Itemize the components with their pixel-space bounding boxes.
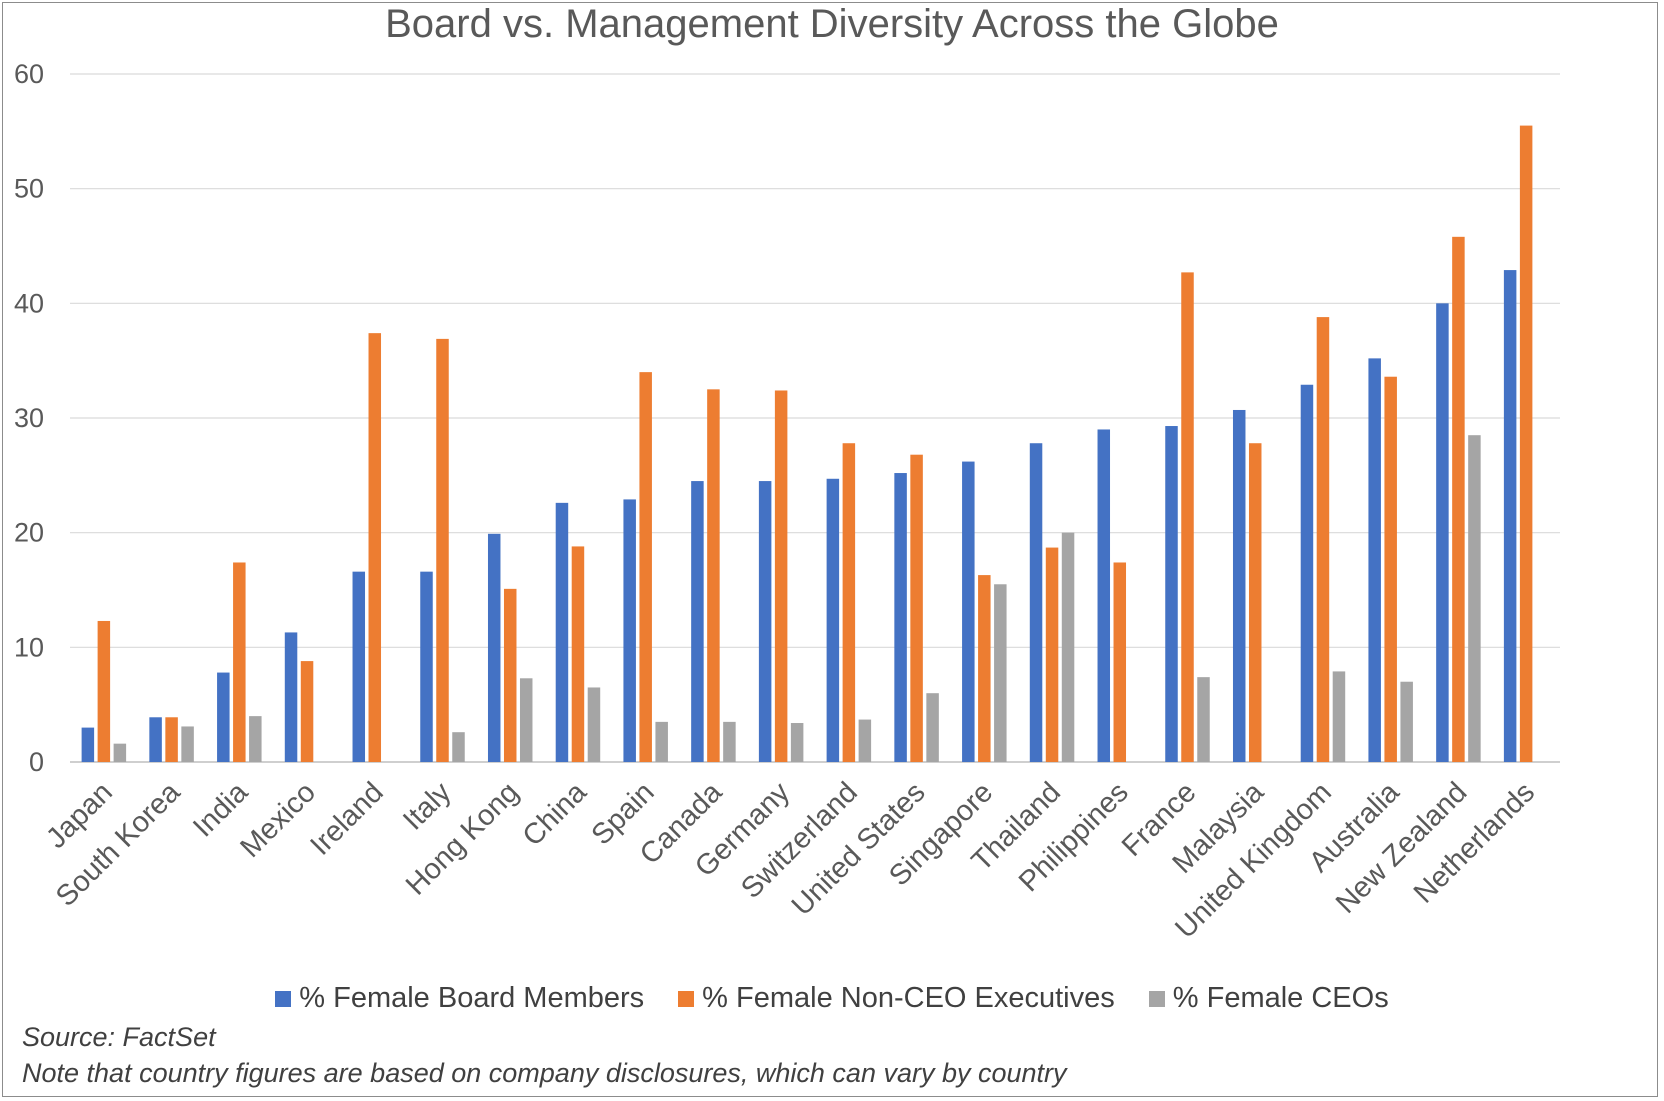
bar-ceo-australia (1400, 681, 1413, 762)
bar-board-mexico (284, 632, 298, 762)
x-tick-label: China (517, 776, 594, 853)
bar-exec-singapore (978, 575, 991, 762)
bar-ceo-singapore (994, 584, 1007, 762)
bar-exec-australia (1384, 376, 1397, 762)
bar-ceo-hong-kong (519, 678, 533, 762)
bar-exec-united-states (910, 454, 923, 762)
bar-exec-new-zealand (1452, 236, 1465, 762)
bar-ceo-germany (790, 723, 804, 762)
bar-board-ireland (352, 571, 366, 762)
legend-item: % Female Non-CEO Executives (678, 982, 1115, 1015)
y-tick-label: 0 (29, 747, 44, 777)
x-tick-label: Ireland (304, 776, 389, 861)
x-tick-label: Mexico (234, 776, 322, 864)
legend: % Female Board Members % Female Non-CEO E… (0, 982, 1664, 1015)
bar-exec-united-kingdom (1316, 317, 1330, 762)
bar-exec-malaysia (1248, 443, 1262, 762)
y-tick-label: 50 (14, 174, 44, 204)
bar-board-japan (81, 727, 95, 762)
disclosure-note: Note that country figures are based on c… (22, 1058, 1067, 1088)
bar-ceo-canada (723, 721, 736, 762)
bar-board-malaysia (1232, 409, 1246, 762)
bar-ceo-india (249, 716, 262, 762)
bar-exec-ireland (368, 333, 382, 762)
legend-label: % Female Non-CEO Executives (702, 982, 1115, 1014)
y-axis-ticks: 0 10 20 30 40 50 60 (14, 59, 44, 777)
bar-ceo-thailand (1061, 532, 1075, 762)
bar-exec-canada (707, 389, 720, 762)
y-tick-label: 60 (14, 59, 44, 89)
y-tick-label: 40 (14, 288, 44, 318)
bar-ceo-united-kingdom (1332, 671, 1346, 762)
bar-ceo-japan (113, 743, 127, 762)
bar-board-china (555, 502, 569, 762)
bar-board-singapore (962, 461, 975, 762)
bar-ceo-united-states (926, 693, 939, 762)
bar-ceo-spain (655, 721, 668, 762)
legend-label: % Female CEOs (1172, 982, 1389, 1014)
y-tick-label: 20 (14, 518, 44, 548)
bar-exec-germany (774, 390, 788, 762)
bar-exec-india (233, 562, 246, 762)
bar-board-new-zealand (1436, 303, 1449, 762)
bar-board-netherlands (1503, 270, 1517, 762)
bar-ceo-italy (452, 732, 465, 762)
bar-exec-mexico (300, 661, 314, 762)
legend-label: % Female Board Members (299, 982, 645, 1014)
bar-board-philippines (1097, 429, 1111, 762)
bar-exec-philippines (1113, 562, 1127, 762)
source-note: Source: FactSet (22, 1022, 216, 1052)
bar-board-hong-kong (487, 533, 501, 762)
bar-ceo-new-zealand (1468, 435, 1481, 762)
bar-board-australia (1368, 358, 1381, 762)
bar-board-canada (691, 481, 704, 762)
bar-board-italy (420, 571, 433, 762)
bar-board-united-kingdom (1300, 384, 1314, 762)
bar-board-france (1165, 426, 1178, 762)
bar-exec-netherlands (1519, 125, 1533, 763)
bar-board-switzerland (826, 478, 840, 762)
bar-ceo-france (1197, 677, 1210, 762)
bar-ceo-switzerland (858, 719, 872, 762)
bar-exec-france (1181, 272, 1194, 762)
bar-board-united-states (894, 473, 907, 762)
bar-exec-south-korea (165, 717, 178, 762)
bar-exec-china (571, 546, 585, 762)
bar-board-india (217, 672, 230, 762)
bar-exec-switzerland (842, 443, 856, 762)
bar-exec-japan (97, 620, 111, 762)
bar-ceo-south-korea (181, 726, 194, 762)
x-tick-label: Italy (397, 776, 458, 837)
bar-board-thailand (1029, 443, 1043, 762)
bar-board-south-korea (149, 717, 162, 762)
y-tick-label: 30 (14, 403, 44, 433)
legend-swatch (678, 990, 695, 1007)
bar-exec-hong-kong (503, 588, 517, 762)
bar-exec-spain (639, 372, 652, 762)
bar-ceo-china (587, 687, 601, 762)
bars (81, 125, 1533, 763)
legend-swatch (1148, 990, 1165, 1007)
bar-board-germany (758, 481, 772, 762)
legend-item: % Female CEOs (1148, 982, 1389, 1015)
chart-title: Board vs. Management Diversity Across th… (385, 2, 1279, 46)
bar-exec-thailand (1045, 547, 1059, 762)
bar-exec-italy (436, 338, 449, 762)
legend-item: % Female Board Members (275, 982, 644, 1015)
y-tick-label: 10 (14, 632, 44, 662)
legend-swatch (275, 990, 292, 1007)
bar-board-spain (623, 499, 636, 762)
